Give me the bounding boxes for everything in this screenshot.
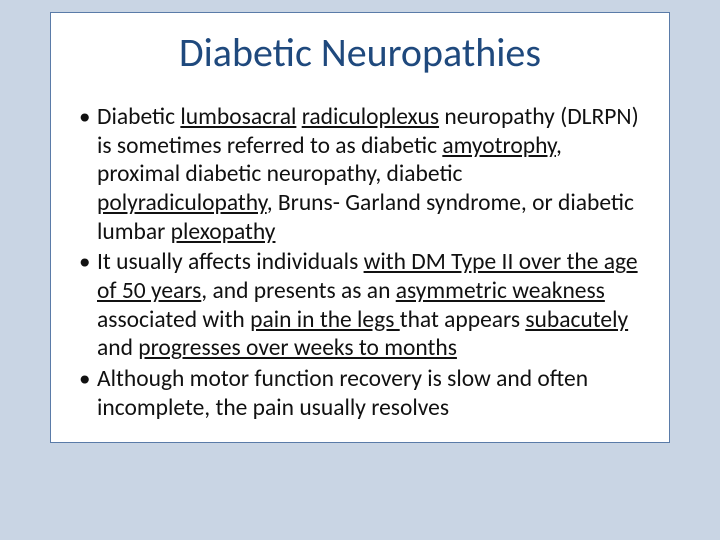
text-run: pain in the legs: [250, 306, 400, 334]
text-run: progresses over weeks to months: [138, 334, 457, 362]
bullet-list: Diabetic lumbosacral radiculoplexus neur…: [51, 103, 669, 422]
text-run: subacutely: [525, 306, 628, 334]
text-run: and: [97, 334, 138, 362]
text-run: radiculoplexus: [302, 103, 439, 131]
bullet-item: Diabetic lumbosacral radiculoplexus neur…: [79, 103, 641, 246]
text-run: amyotrophy: [442, 132, 556, 160]
text-run: plexopathy: [171, 218, 276, 246]
bullet-item: It usually affects individuals with DM T…: [79, 248, 641, 363]
text-run: , and presents as an: [201, 277, 395, 305]
slide-title: Diabetic Neuropathies: [51, 13, 669, 103]
text-run: asymmetric weakness: [396, 277, 605, 305]
slide: Diabetic Neuropathies Diabetic lumbosacr…: [0, 0, 720, 540]
content-box: Diabetic Neuropathies Diabetic lumbosacr…: [50, 12, 670, 443]
text-run: Diabetic: [97, 103, 180, 131]
text-run: lumbosacral: [180, 103, 296, 131]
text-run: associated with: [97, 306, 250, 334]
text-run: that appears: [400, 306, 526, 334]
text-run: polyradiculopathy: [97, 189, 267, 217]
text-run: It usually affects individuals: [97, 248, 364, 276]
text-run: Although motor function recovery is slow…: [97, 365, 588, 422]
bullet-item: Although motor function recovery is slow…: [79, 365, 641, 422]
